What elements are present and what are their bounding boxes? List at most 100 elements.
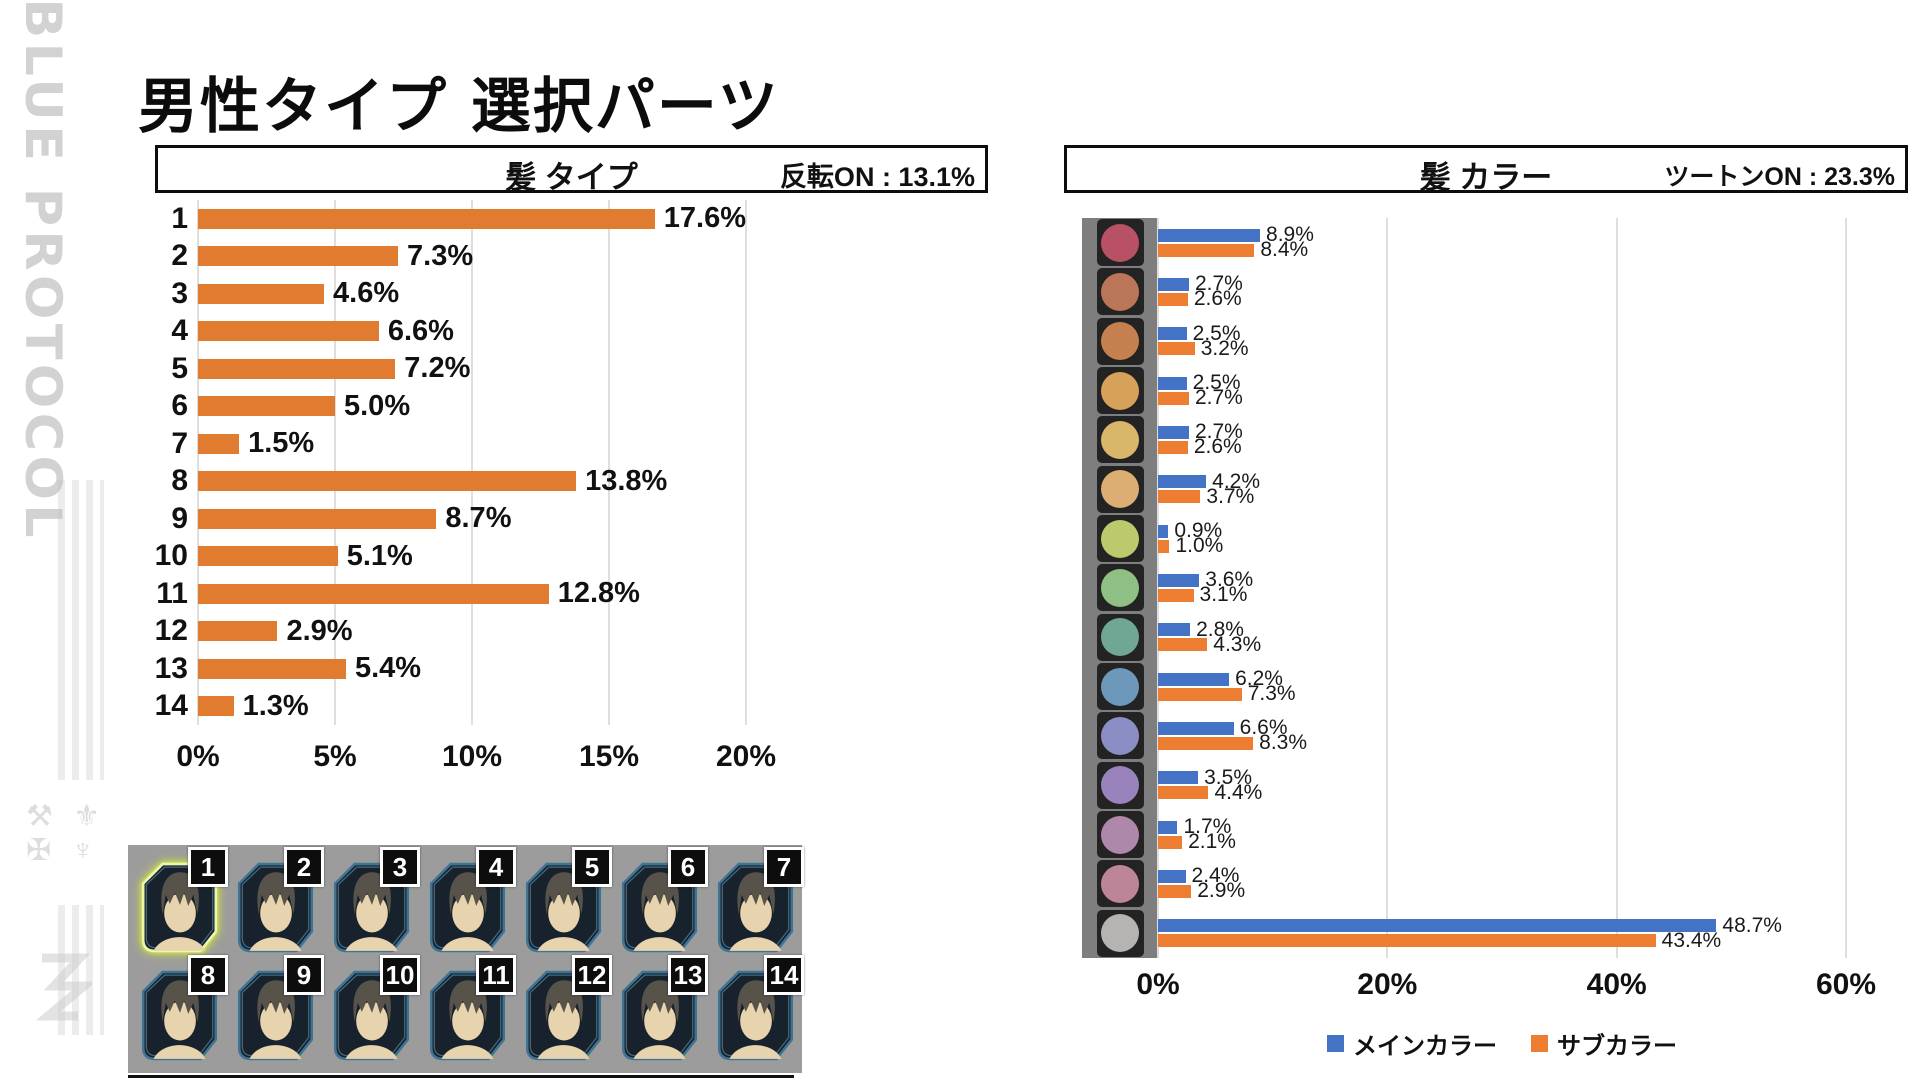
hair-thumbnail: 2: [234, 847, 324, 955]
value-label: 1.3%: [242, 689, 309, 722]
bar-line: 2.4%: [1158, 864, 1846, 887]
sub-color-bar: [1158, 835, 1183, 849]
thumbnail-number-badge: 1: [188, 847, 228, 887]
category-label: 9: [171, 501, 188, 535]
color-swatch: [1096, 465, 1144, 513]
value-label: 6.2%: [1235, 667, 1283, 691]
color-swatch: [1096, 564, 1144, 612]
value-label: 5.4%: [354, 652, 422, 685]
type-bar: [198, 246, 399, 267]
sub-color-bar: [1158, 736, 1254, 750]
value-label: 3.5%: [1204, 765, 1252, 789]
bar-line: 8.9%: [1158, 223, 1846, 246]
value-label: 6.6%: [387, 314, 454, 347]
value-label: 2.9%: [1197, 879, 1246, 903]
hair-type-row: 7.3%: [198, 238, 746, 276]
hair-type-row: 1.5%: [198, 425, 746, 463]
value-label: 8.9%: [1266, 223, 1314, 247]
category-label: 7: [171, 426, 188, 460]
hair-color-row: 1.7% 2.1%: [1158, 810, 1846, 859]
gridline: [608, 200, 610, 725]
category-label: 10: [154, 539, 188, 573]
bar-line: 2.7%: [1158, 272, 1846, 295]
value-label: 3.6%: [1205, 568, 1254, 592]
thumbnail-number-badge: 3: [380, 847, 420, 887]
thumbnail-number-badge: 12: [572, 955, 612, 995]
value-label: 0.9%: [1174, 519, 1223, 543]
color-swatch-circle: [1101, 568, 1139, 607]
thumbnail-number-badge: 7: [764, 847, 804, 887]
x-axis-tick: 15%: [578, 740, 640, 773]
blue-protocol-logo-watermark: BLUE PROTOCOL: [14, 0, 72, 542]
sub-color-bar: [1158, 391, 1189, 405]
color-swatch: [1096, 761, 1144, 809]
category-label: 5: [171, 351, 188, 385]
color-swatch-circle: [1101, 420, 1139, 459]
gridline: [1845, 218, 1847, 958]
value-label: 4.3%: [1213, 632, 1262, 656]
bar-line: 3.2%: [1158, 337, 1846, 360]
sub-color-bar: [1158, 243, 1255, 257]
type-bar: [198, 621, 278, 642]
sub-color-bar: [1158, 342, 1195, 356]
bar-line: 2.8%: [1158, 618, 1846, 641]
bar-line: 6.2%: [1158, 667, 1846, 690]
value-label: 4.4%: [1214, 780, 1263, 804]
type-bar: [198, 433, 240, 454]
main-color-bar: [1158, 524, 1169, 538]
sub-color-bar: [1158, 687, 1242, 701]
bar-line: 2.5%: [1158, 322, 1846, 345]
value-label: 17.6%: [663, 202, 746, 235]
color-swatch-circle: [1101, 272, 1139, 311]
main-color-bar: [1158, 721, 1234, 735]
value-label: 5.1%: [346, 539, 413, 572]
color-swatch-circle: [1101, 223, 1139, 262]
sub-color-bar: [1158, 638, 1208, 652]
bar-line: 4.3%: [1158, 633, 1846, 656]
sub-color-bar: [1158, 490, 1201, 504]
x-axis-tick: 0%: [176, 740, 220, 773]
swatch-cell: [1082, 909, 1158, 958]
x-axis-tick: 40%: [1586, 968, 1647, 1001]
main-color-bar: [1158, 919, 1717, 933]
hair-color-row: 3.5% 4.4%: [1158, 761, 1846, 810]
x-axis-tick: 20%: [1357, 968, 1418, 1001]
main-color-bar: [1158, 820, 1178, 834]
value-label: 3.7%: [1206, 484, 1255, 508]
hair-color-row: 2.8% 4.3%: [1158, 613, 1846, 662]
value-label: 2.1%: [1188, 830, 1236, 854]
hair-color-panel-header: 髪 カラー ツートンON : 23.3%: [1064, 145, 1908, 195]
bar-line: 48.7%: [1158, 914, 1846, 937]
hair-thumbnail: 11: [426, 955, 516, 1063]
sub-color-bar: [1158, 292, 1188, 306]
type-bar: [198, 696, 234, 717]
bar-line: 3.6%: [1158, 568, 1846, 591]
bar-line: 3.1%: [1158, 583, 1846, 606]
hair-type-category-axis: 1 2 3 4 5 6 7 8 9 10 11 12 13 14: [130, 200, 188, 725]
value-label: 2.6%: [1193, 435, 1242, 459]
gridline: [1386, 218, 1389, 958]
color-swatch: [1096, 860, 1144, 908]
bar-line: 2.1%: [1158, 830, 1846, 853]
bar-line: 43.4%: [1158, 929, 1846, 952]
legend-item-sub: サブカラー: [1531, 1026, 1677, 1061]
color-swatch-circle: [1101, 914, 1139, 953]
hair-type-row: 17.6%: [198, 200, 746, 238]
sub-color-bar: [1158, 588, 1194, 602]
flip-on-stat: 反転ON : 13.1%: [779, 162, 975, 192]
color-swatch: [1096, 268, 1144, 316]
color-swatch: [1096, 416, 1144, 464]
value-label: 1.0%: [1175, 534, 1224, 558]
value-label: 8.3%: [1259, 731, 1308, 755]
value-label: 3.2%: [1200, 336, 1249, 360]
bar-line: 2.6%: [1158, 435, 1846, 458]
color-swatch: [1096, 663, 1144, 711]
x-axis-tick: 20%: [715, 740, 777, 773]
value-label: 8.7%: [445, 502, 512, 535]
swatch-cell: [1082, 711, 1158, 760]
left-watermark-strip: BLUE PROTOCOL ⚒ ⚜ ✠ ♆: [0, 0, 118, 1080]
hair-thumbnail: 14: [714, 955, 804, 1063]
hair-type-x-axis: 0% 5% 10% 15% 20%: [176, 740, 776, 780]
bar-line: 2.7%: [1158, 420, 1846, 443]
sub-color-bar: [1158, 884, 1192, 898]
